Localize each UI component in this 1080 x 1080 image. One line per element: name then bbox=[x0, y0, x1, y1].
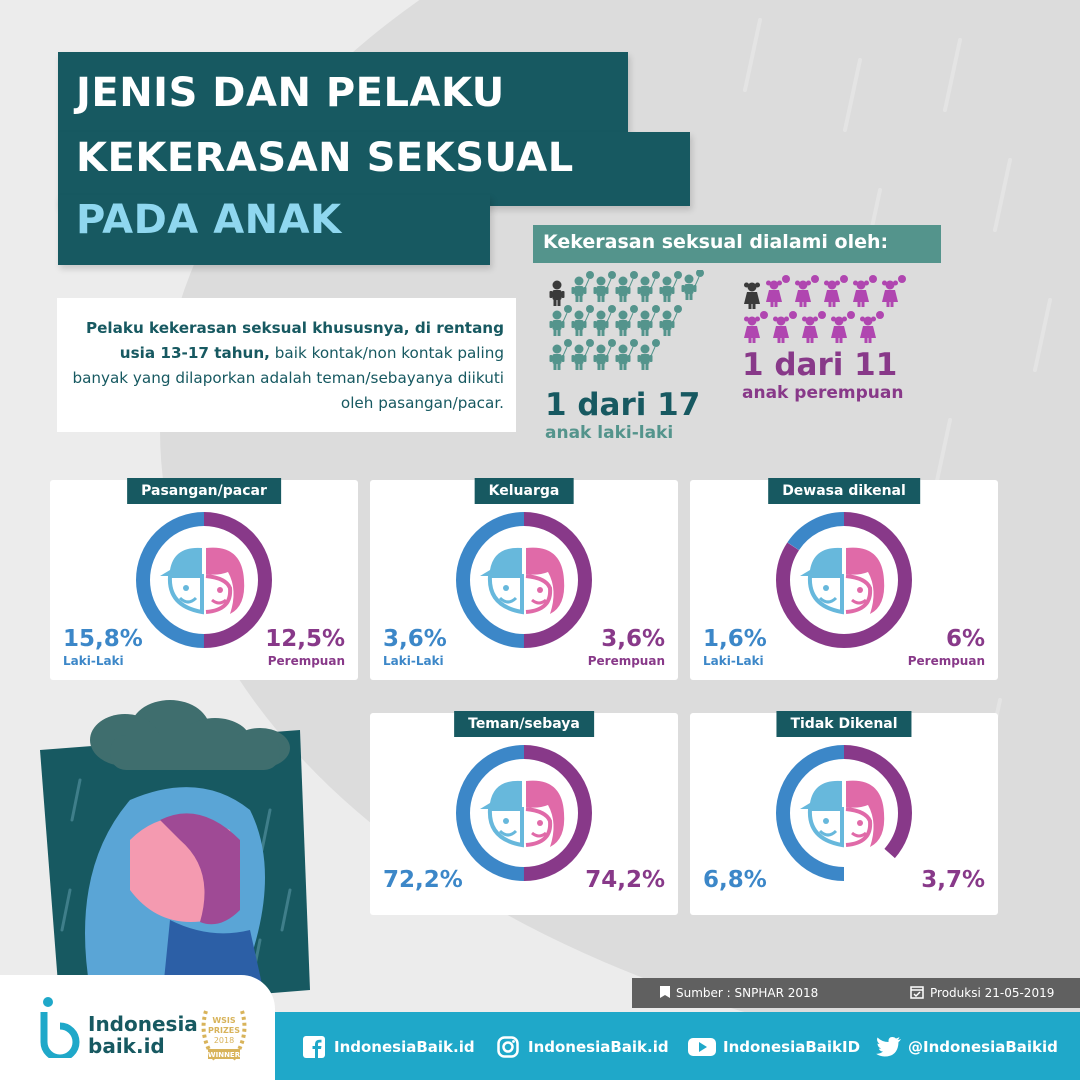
male-percentage: 3,6% bbox=[383, 626, 447, 652]
intro-rest: baik kontak/non kontak paling banyak yan… bbox=[72, 344, 504, 412]
male-percentage: 6,8% bbox=[703, 867, 767, 893]
title-line-3: PADA ANAK bbox=[58, 195, 490, 265]
award-line-4: WINNER bbox=[208, 1051, 241, 1059]
female-percentage: 3,7% bbox=[921, 867, 985, 893]
sad-child-illustration bbox=[40, 700, 310, 1020]
twitter-handle[interactable]: @IndonesiaBaikid bbox=[908, 1038, 1058, 1056]
girls-ratio: 1 dari 11 bbox=[742, 347, 898, 383]
instagram-handle[interactable]: IndonesiaBaik.id bbox=[528, 1038, 669, 1056]
brand-line-2: baik.id bbox=[88, 1034, 165, 1058]
award-line-2: PRIZES bbox=[208, 1026, 240, 1035]
twitter-icon[interactable] bbox=[876, 1036, 902, 1058]
girls-label: anak perempuan bbox=[742, 383, 904, 403]
female-label: Perempuan bbox=[587, 654, 665, 668]
female-label: Perempuan bbox=[907, 654, 985, 668]
facebook-icon[interactable] bbox=[303, 1036, 325, 1058]
card-keluarga: Keluarga 3,6% Laki-Laki 3,6% Perempuan bbox=[370, 478, 678, 680]
wsis-award-badge: WSIS PRIZES 2018 WINNER bbox=[201, 1010, 247, 1063]
female-label: Perempuan bbox=[267, 654, 345, 668]
card-dewasa-dikenal: Dewasa dikenal 1,6% Laki-Laki 6% Perempu… bbox=[690, 478, 998, 680]
card-title: Keluarga bbox=[474, 478, 574, 504]
boys-ratio: 1 dari 17 bbox=[545, 387, 701, 423]
title-line-1: JENIS DAN PELAKU bbox=[58, 52, 628, 132]
source-text: Sumber : SNPHAR 2018 bbox=[676, 986, 819, 1000]
card-teman-sebaya: Teman/sebaya 72,2% 74,2% bbox=[370, 711, 678, 915]
card-title: Tidak Dikenal bbox=[776, 711, 912, 737]
card-tidak-dikenal: Tidak Dikenal 6,8% 3,7% bbox=[690, 711, 998, 915]
brand-line-1: Indonesia bbox=[88, 1012, 198, 1036]
donut-chart bbox=[456, 745, 592, 881]
male-percentage: 15,8% bbox=[63, 626, 143, 652]
male-percentage: 72,2% bbox=[383, 867, 463, 893]
male-label: Laki-Laki bbox=[383, 654, 444, 668]
donut-chart bbox=[136, 512, 272, 648]
award-line-3: 2018 bbox=[214, 1036, 234, 1045]
female-percentage: 74,2% bbox=[585, 867, 665, 893]
card-title: Pasangan/pacar bbox=[127, 478, 281, 504]
male-label: Laki-Laki bbox=[703, 654, 764, 668]
source-icon bbox=[660, 986, 670, 998]
card-title: Teman/sebaya bbox=[454, 711, 594, 737]
youtube-icon[interactable] bbox=[688, 1036, 716, 1058]
boys-figure-icons bbox=[545, 270, 705, 390]
donut-chart bbox=[456, 512, 592, 648]
intro-bold: Pelaku kekerasan seksual khususnya, di r… bbox=[85, 319, 504, 362]
card-title: Dewasa dikenal bbox=[768, 478, 920, 504]
female-percentage: 3,6% bbox=[601, 626, 665, 652]
card-pasangan: Pasangan/pacar 15,8% Laki-Laki 12,5% Per… bbox=[50, 478, 358, 680]
victims-heading: Kekerasan seksual dialami oleh: bbox=[533, 225, 941, 263]
boys-label: anak laki-laki bbox=[545, 423, 674, 443]
female-percentage: 6% bbox=[945, 626, 985, 652]
instagram-icon[interactable] bbox=[497, 1036, 519, 1058]
award-line-1: WSIS bbox=[212, 1016, 236, 1025]
facebook-handle[interactable]: IndonesiaBaik.id bbox=[334, 1038, 475, 1056]
calendar-icon bbox=[910, 986, 924, 999]
donut-chart bbox=[776, 745, 912, 881]
production-date: Produksi 21-05-2019 bbox=[930, 986, 1055, 1000]
girls-figure-icons bbox=[744, 272, 910, 352]
female-percentage: 12,5% bbox=[265, 626, 345, 652]
male-percentage: 1,6% bbox=[703, 626, 767, 652]
donut-chart bbox=[776, 512, 912, 648]
male-label: Laki-Laki bbox=[63, 654, 124, 668]
youtube-handle[interactable]: IndonesiaBaikID bbox=[723, 1038, 861, 1056]
intro-text: Pelaku kekerasan seksual khususnya, di r… bbox=[57, 298, 516, 432]
title-line-2: KEKERASAN SEKSUAL bbox=[58, 132, 690, 206]
indonesiabaik-logo-icon bbox=[40, 997, 80, 1058]
brand-name: Indonesia baik.id bbox=[88, 1013, 198, 1057]
source-bar: Sumber : SNPHAR 2018 Produksi 21-05-2019 bbox=[632, 978, 1080, 1008]
